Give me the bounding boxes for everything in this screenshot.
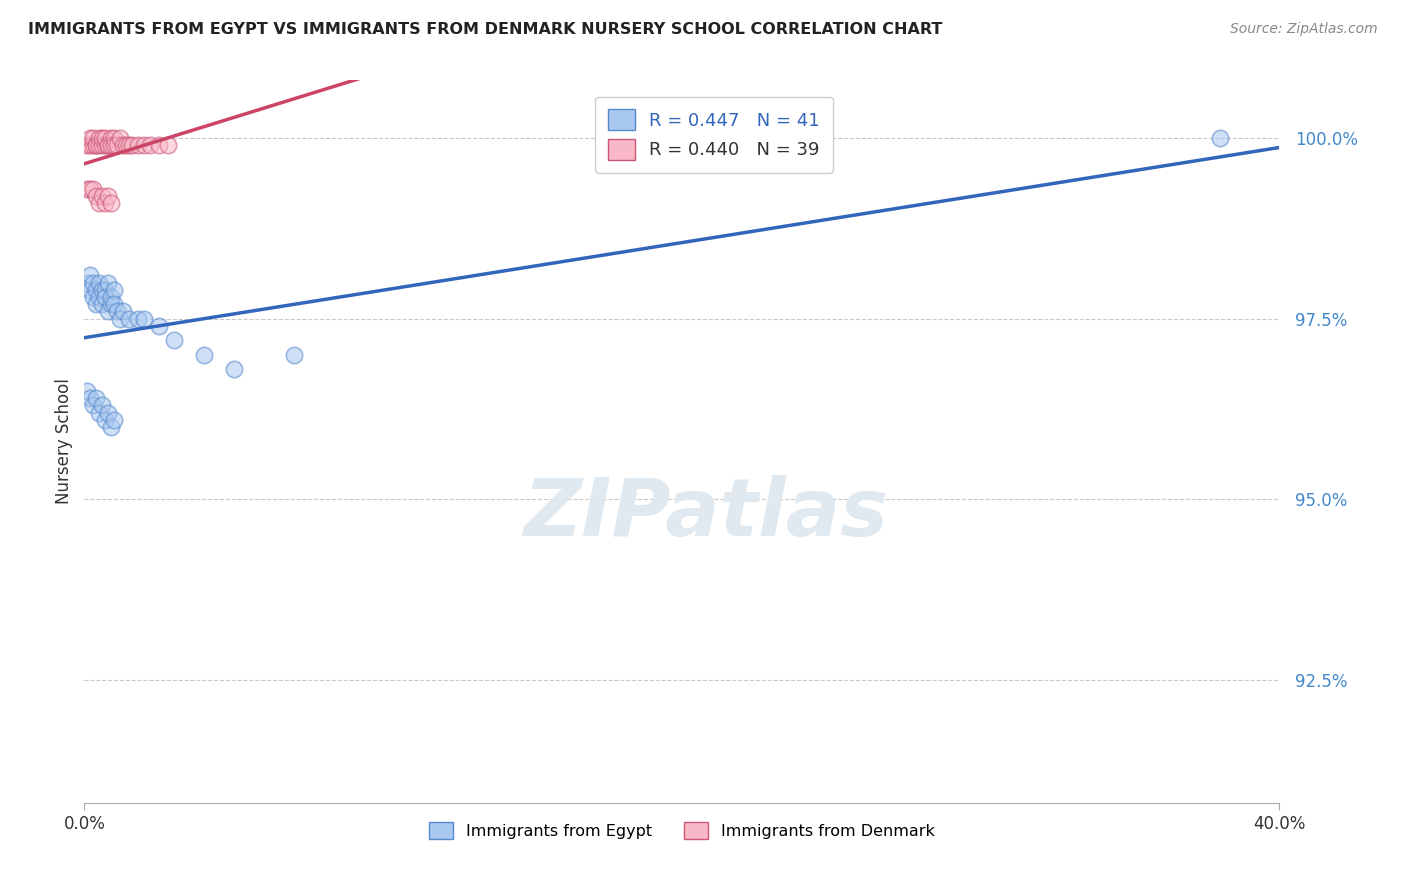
- Point: [103, 283, 125, 297]
- Point: [118, 311, 141, 326]
- Point: [76, 276, 98, 290]
- Point: [86, 189, 108, 203]
- Point: [100, 297, 122, 311]
- Point: [103, 297, 125, 311]
- Point: [105, 138, 128, 153]
- Point: [76, 138, 98, 153]
- Point: [110, 131, 132, 145]
- Point: [82, 290, 104, 304]
- Point: [94, 138, 117, 153]
- Point: [91, 398, 114, 412]
- Point: [82, 276, 104, 290]
- Point: [82, 181, 104, 195]
- Point: [132, 138, 156, 153]
- Legend: Immigrants from Egypt, Immigrants from Denmark: Immigrants from Egypt, Immigrants from D…: [423, 815, 941, 846]
- Point: [127, 311, 149, 326]
- Point: [148, 318, 170, 333]
- Point: [79, 181, 101, 195]
- Point: [94, 131, 117, 145]
- Point: [89, 196, 111, 211]
- Point: [163, 334, 186, 348]
- Point: [91, 138, 114, 153]
- Point: [283, 348, 305, 362]
- Text: Source: ZipAtlas.com: Source: ZipAtlas.com: [1230, 22, 1378, 37]
- Point: [97, 276, 120, 290]
- Point: [79, 283, 101, 297]
- Point: [97, 406, 120, 420]
- Point: [91, 189, 114, 203]
- Point: [110, 311, 132, 326]
- Text: ZIPatlas: ZIPatlas: [523, 475, 889, 553]
- Point: [82, 131, 104, 145]
- Point: [121, 138, 143, 153]
- Point: [89, 406, 111, 420]
- Point: [91, 283, 114, 297]
- Point: [89, 131, 111, 145]
- Point: [118, 138, 141, 153]
- Point: [139, 138, 162, 153]
- Point: [103, 131, 125, 145]
- Point: [94, 290, 117, 304]
- Point: [1209, 131, 1232, 145]
- Point: [86, 391, 108, 405]
- Point: [82, 398, 104, 412]
- Point: [86, 297, 108, 311]
- Point: [91, 297, 114, 311]
- Point: [79, 391, 101, 405]
- Point: [157, 138, 180, 153]
- Point: [97, 304, 120, 318]
- Point: [94, 196, 117, 211]
- Point: [112, 304, 135, 318]
- Point: [100, 138, 122, 153]
- Point: [79, 131, 101, 145]
- Point: [97, 189, 120, 203]
- Point: [86, 283, 108, 297]
- Point: [89, 138, 111, 153]
- Point: [100, 420, 122, 434]
- Point: [97, 138, 120, 153]
- Point: [79, 138, 101, 153]
- Point: [94, 413, 117, 427]
- Point: [97, 138, 120, 153]
- Point: [222, 362, 245, 376]
- Point: [91, 131, 114, 145]
- Point: [89, 290, 111, 304]
- Point: [193, 348, 215, 362]
- Point: [132, 311, 156, 326]
- Point: [148, 138, 170, 153]
- Point: [103, 413, 125, 427]
- Point: [86, 138, 108, 153]
- Point: [89, 276, 111, 290]
- Point: [100, 131, 122, 145]
- Point: [115, 138, 138, 153]
- Point: [82, 138, 104, 153]
- Point: [100, 290, 122, 304]
- Point: [127, 138, 149, 153]
- Point: [76, 384, 98, 398]
- Point: [86, 138, 108, 153]
- Point: [94, 283, 117, 297]
- Text: IMMIGRANTS FROM EGYPT VS IMMIGRANTS FROM DENMARK NURSERY SCHOOL CORRELATION CHAR: IMMIGRANTS FROM EGYPT VS IMMIGRANTS FROM…: [28, 22, 942, 37]
- Y-axis label: Nursery School: Nursery School: [55, 378, 73, 505]
- Point: [103, 138, 125, 153]
- Point: [112, 138, 135, 153]
- Point: [100, 196, 122, 211]
- Point: [79, 268, 101, 283]
- Point: [105, 304, 128, 318]
- Point: [76, 181, 98, 195]
